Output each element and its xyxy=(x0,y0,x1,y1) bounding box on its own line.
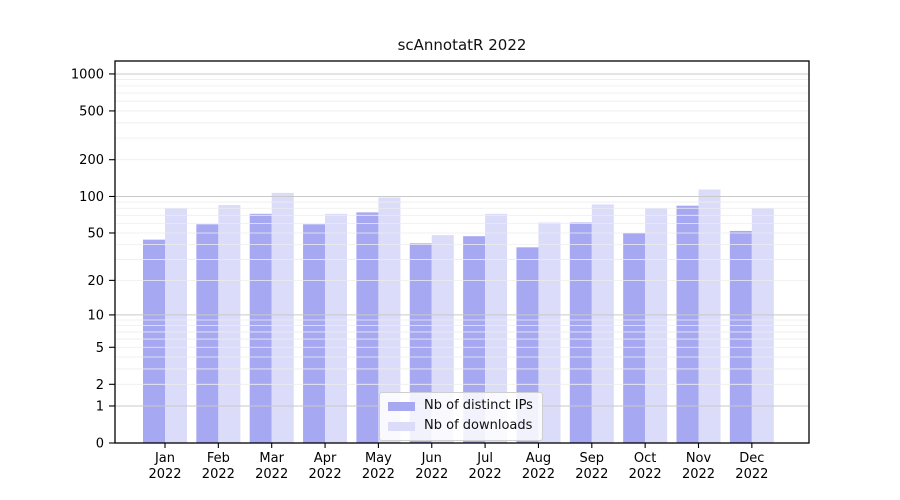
x-tick-label-year: 2022 xyxy=(202,467,235,482)
x-tick-label-month: May xyxy=(365,451,392,466)
bar-dec-distinct-ips xyxy=(729,230,752,443)
x-tick-label-year: 2022 xyxy=(362,467,395,482)
y-tick-label: 50 xyxy=(87,226,104,241)
legend-label-distinct-ips: Nb of distinct IPs xyxy=(424,398,533,413)
y-tick-label: 500 xyxy=(79,104,104,119)
chart-title: scAnnotatR 2022 xyxy=(397,36,527,54)
y-tick-label: 5 xyxy=(96,341,104,356)
bar-aug-downloads xyxy=(538,222,561,443)
x-tick-label-month: Feb xyxy=(207,451,230,466)
legend-item-distinct-ips: Nb of distinct IPs xyxy=(388,398,533,414)
bar-feb-distinct-ips xyxy=(196,224,219,443)
x-tick-label-month: Dec xyxy=(739,451,764,466)
bar-may-distinct-ips xyxy=(356,212,379,443)
x-tick-label-year: 2022 xyxy=(629,467,662,482)
y-tick-label: 0 xyxy=(96,437,104,452)
x-tick-label-month: Jul xyxy=(476,451,493,466)
x-tick-label-month: Apr xyxy=(314,451,337,466)
y-tick-label: 200 xyxy=(79,153,104,168)
chart-legend: Nb of distinct IPs Nb of downloads xyxy=(379,392,543,441)
x-tick-label-year: 2022 xyxy=(309,467,342,482)
bar-feb-downloads xyxy=(218,205,241,443)
x-tick-label-month: Jan xyxy=(154,451,175,466)
x-tick-label-month: Aug xyxy=(526,451,551,466)
bar-sep-downloads xyxy=(591,204,614,443)
bar-nov-downloads xyxy=(698,189,721,443)
bar-mar-distinct-ips xyxy=(249,213,272,443)
y-tick-label: 100 xyxy=(79,190,104,205)
x-tick-label-year: 2022 xyxy=(469,467,502,482)
bar-nov-distinct-ips xyxy=(676,205,699,443)
bar-jul-distinct-ips xyxy=(463,236,486,443)
y-tick-label: 10 xyxy=(87,308,104,323)
x-tick-label-month: Mar xyxy=(259,451,284,466)
x-tick-label-year: 2022 xyxy=(522,467,555,482)
legend-swatch-downloads-icon xyxy=(388,421,415,431)
bar-sep-distinct-ips xyxy=(569,222,592,443)
x-tick-label-year: 2022 xyxy=(148,467,181,482)
plot-frame xyxy=(114,60,810,444)
y-tick-label: 1 xyxy=(96,399,104,414)
x-tick-label-year: 2022 xyxy=(255,467,288,482)
x-tick-label-year: 2022 xyxy=(415,467,448,482)
bar-mar-downloads xyxy=(271,192,294,443)
x-tick-label-month: Jun xyxy=(421,451,442,466)
x-tick-label-month: Nov xyxy=(686,451,712,466)
x-tick-label-year: 2022 xyxy=(575,467,608,482)
legend-label-downloads: Nb of downloads xyxy=(424,418,533,433)
x-tick-label-month: Sep xyxy=(580,451,605,466)
legend-swatch-distinct-ips-icon xyxy=(388,401,415,411)
bar-jul-downloads xyxy=(485,213,508,443)
legend-item-downloads: Nb of downloads xyxy=(388,418,533,434)
y-tick-label: 2 xyxy=(96,378,104,393)
y-tick-label: 20 xyxy=(87,274,104,289)
bar-jan-distinct-ips xyxy=(143,239,165,443)
x-tick-label-year: 2022 xyxy=(682,467,715,482)
x-tick-label-month: Oct xyxy=(634,451,656,466)
bar-oct-distinct-ips xyxy=(623,232,646,443)
bar-apr-downloads xyxy=(325,213,348,443)
y-tick-label: 1000 xyxy=(71,67,104,82)
bar-apr-distinct-ips xyxy=(303,224,326,443)
x-tick-label-year: 2022 xyxy=(735,467,768,482)
